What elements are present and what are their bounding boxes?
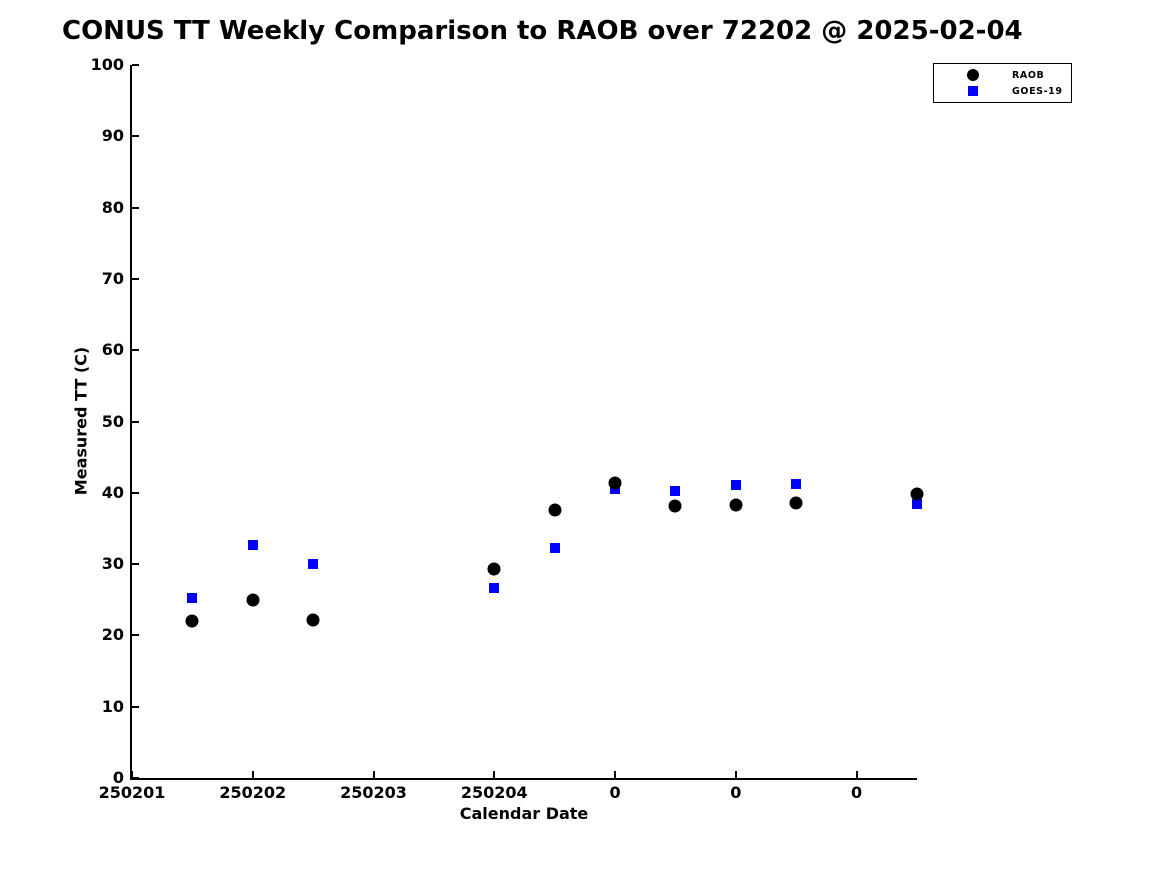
y-tick	[132, 277, 139, 280]
data-point-raob	[487, 562, 501, 576]
data-point-raob	[789, 496, 803, 510]
y-tick	[132, 491, 139, 494]
chart-title: CONUS TT Weekly Comparison to RAOB over …	[62, 16, 1023, 46]
y-tick-label: 70	[101, 268, 124, 288]
data-point-goes-19	[549, 543, 560, 554]
data-point-goes-19	[791, 478, 802, 489]
y-tick-label: 80	[101, 197, 124, 217]
square-marker-icon	[968, 86, 978, 96]
data-point-goes-19	[670, 485, 681, 496]
legend-row-goes-19: GOES-19	[934, 83, 1071, 99]
y-tick-label: 0	[112, 768, 124, 787]
x-tick	[493, 771, 496, 778]
y-axis-spine	[130, 65, 132, 780]
data-point-goes-19	[308, 559, 319, 570]
x-tick-label: 0	[730, 783, 742, 802]
legend-row-raob: RAOB	[934, 67, 1071, 83]
legend: RAOB GOES-19	[933, 63, 1072, 103]
data-point-raob	[306, 613, 320, 627]
x-tick-label: 0	[609, 783, 621, 802]
data-point-goes-19	[247, 539, 258, 550]
y-tick-label: 60	[101, 340, 124, 360]
data-point-raob	[668, 499, 682, 513]
data-point-raob	[910, 487, 924, 501]
y-tick	[132, 206, 139, 209]
y-tick	[132, 64, 139, 66]
data-point-raob	[608, 476, 622, 490]
data-point-raob	[729, 498, 743, 512]
circle-marker-icon	[967, 69, 979, 81]
x-axis-spine	[130, 778, 917, 780]
y-tick-label: 100	[90, 55, 124, 74]
x-tick	[372, 771, 375, 778]
legend-label-raob: RAOB	[1012, 69, 1045, 81]
data-point-raob	[185, 614, 199, 628]
legend-marker-cell	[934, 86, 1012, 96]
data-point-goes-19	[489, 582, 500, 593]
x-tick	[734, 771, 737, 778]
y-tick	[132, 135, 139, 138]
x-tick-label: 250203	[340, 783, 407, 802]
y-tick	[132, 777, 139, 779]
x-axis-label: Calendar Date	[459, 804, 589, 823]
data-point-raob	[246, 593, 260, 607]
y-tick	[132, 349, 139, 352]
data-point-raob	[548, 503, 562, 517]
x-tick	[614, 771, 617, 778]
y-tick	[132, 563, 139, 566]
legend-marker-cell	[934, 69, 1012, 81]
y-tick-label: 10	[101, 696, 124, 716]
x-tick	[251, 771, 254, 778]
data-point-goes-19	[187, 592, 198, 603]
x-tick-label: 250204	[460, 783, 528, 802]
y-tick	[132, 420, 139, 423]
y-tick	[132, 705, 139, 708]
y-tick-label: 50	[101, 411, 124, 431]
x-tick	[855, 771, 858, 778]
y-tick-label: 20	[101, 625, 124, 645]
data-point-goes-19	[730, 479, 741, 490]
y-tick-label: 90	[101, 126, 124, 146]
x-tick-label: 0	[851, 783, 863, 802]
x-tick	[131, 771, 133, 778]
data-point-goes-19	[912, 499, 922, 510]
y-tick-label: 40	[101, 482, 124, 502]
x-tick-label: 250201	[98, 783, 166, 802]
y-tick	[132, 634, 139, 637]
legend-label-goes-19: GOES-19	[1012, 85, 1063, 97]
x-tick-label: 250202	[219, 783, 287, 802]
y-tick-label: 30	[101, 554, 124, 574]
